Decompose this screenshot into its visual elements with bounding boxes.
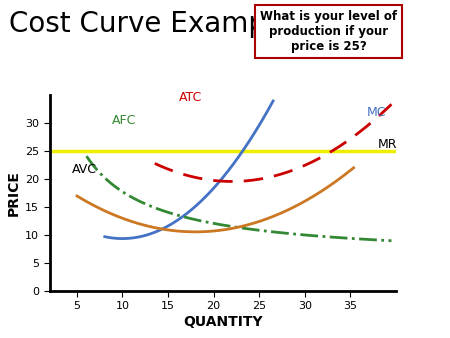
Text: MR: MR: [378, 138, 397, 151]
Y-axis label: PRICE: PRICE: [7, 170, 21, 216]
Text: ATC: ATC: [179, 91, 202, 104]
X-axis label: QUANTITY: QUANTITY: [183, 315, 262, 329]
Text: Cost Curve Example: Cost Curve Example: [9, 10, 291, 38]
Text: What is your level of
production if your
price is 25?: What is your level of production if your…: [260, 10, 397, 53]
Text: AFC: AFC: [112, 114, 136, 127]
Text: AVC: AVC: [72, 163, 97, 176]
Text: MC: MC: [367, 106, 386, 119]
